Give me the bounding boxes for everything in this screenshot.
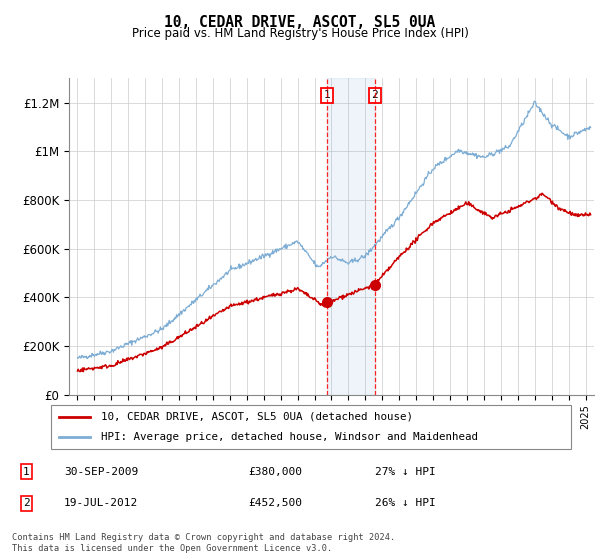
Bar — [327, 78, 374, 395]
Text: 2: 2 — [23, 498, 30, 508]
Text: 27% ↓ HPI: 27% ↓ HPI — [375, 467, 436, 477]
Text: 26% ↓ HPI: 26% ↓ HPI — [375, 498, 436, 508]
Text: 1: 1 — [324, 90, 331, 100]
Text: 19-JUL-2012: 19-JUL-2012 — [64, 498, 138, 508]
Text: 10, CEDAR DRIVE, ASCOT, SL5 0UA (detached house): 10, CEDAR DRIVE, ASCOT, SL5 0UA (detache… — [101, 412, 413, 422]
Text: HPI: Average price, detached house, Windsor and Maidenhead: HPI: Average price, detached house, Wind… — [101, 432, 478, 442]
Text: 10, CEDAR DRIVE, ASCOT, SL5 0UA: 10, CEDAR DRIVE, ASCOT, SL5 0UA — [164, 15, 436, 30]
Text: Price paid vs. HM Land Registry's House Price Index (HPI): Price paid vs. HM Land Registry's House … — [131, 27, 469, 40]
Text: 30-SEP-2009: 30-SEP-2009 — [64, 467, 138, 477]
Text: £380,000: £380,000 — [248, 467, 302, 477]
Text: 1: 1 — [23, 467, 30, 477]
Text: 2: 2 — [371, 90, 378, 100]
Text: Contains HM Land Registry data © Crown copyright and database right 2024.
This d: Contains HM Land Registry data © Crown c… — [12, 533, 395, 553]
FancyBboxPatch shape — [50, 405, 571, 449]
Text: £452,500: £452,500 — [248, 498, 302, 508]
